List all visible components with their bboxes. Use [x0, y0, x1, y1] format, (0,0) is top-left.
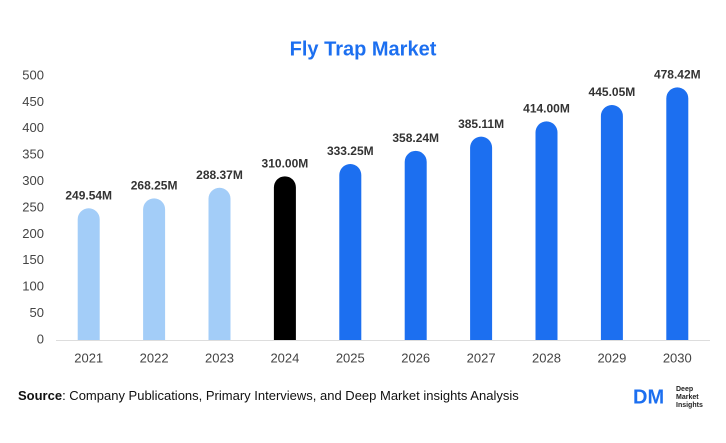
chart-title: Fly Trap Market — [290, 38, 437, 60]
x-tick-label: 2027 — [467, 350, 496, 365]
logo-mark: DM — [633, 386, 664, 408]
y-tick-label: 300 — [22, 173, 44, 188]
bar — [666, 87, 689, 340]
bar — [77, 208, 100, 340]
bar — [143, 198, 166, 340]
value-label: 445.05M — [589, 85, 636, 99]
x-tick-label: 2025 — [336, 350, 365, 365]
logo-line: Insights — [676, 402, 703, 409]
x-tick-label: 2023 — [205, 350, 234, 365]
value-label: 288.37M — [196, 168, 243, 182]
y-tick-label: 450 — [22, 94, 44, 109]
y-tick-label: 350 — [22, 147, 44, 162]
source-label: Source — [18, 388, 62, 403]
bar — [273, 176, 296, 340]
bar — [470, 136, 493, 340]
value-label: 268.25M — [131, 179, 178, 193]
y-tick-label: 250 — [22, 199, 44, 214]
value-label: 358.24M — [392, 131, 439, 145]
value-label: 385.11M — [458, 117, 504, 131]
x-tick-label: 2021 — [74, 350, 103, 365]
logo-line: Deep — [676, 386, 693, 393]
x-tick-label: 2028 — [532, 350, 561, 365]
bar — [404, 150, 427, 340]
x-tick-label: 2030 — [663, 350, 692, 365]
x-tick-label: 2029 — [597, 350, 626, 365]
x-tick-label: 2024 — [270, 350, 299, 365]
y-tick-label: 500 — [22, 67, 44, 82]
bar — [339, 164, 362, 340]
logo-line: Market — [676, 394, 699, 401]
value-label: 333.25M — [327, 144, 374, 158]
bar — [208, 187, 231, 340]
y-tick-label: 0 — [37, 331, 44, 346]
value-label: 310.00M — [262, 156, 309, 170]
y-tick-label: 50 — [30, 305, 44, 320]
source: Source: Company Publications, Primary In… — [18, 388, 519, 403]
y-tick-label: 400 — [22, 120, 44, 135]
value-label: 414.00M — [523, 102, 570, 116]
x-tick-label: 2026 — [401, 350, 430, 365]
x-tick-label: 2022 — [140, 350, 169, 365]
y-tick-label: 100 — [22, 279, 44, 294]
y-tick-label: 200 — [22, 226, 44, 241]
source-text: : Company Publications, Primary Intervie… — [62, 388, 519, 403]
value-label: 249.54M — [65, 188, 112, 202]
y-tick-label: 150 — [22, 252, 44, 267]
value-label: 478.42M — [654, 68, 701, 82]
bar — [535, 121, 558, 340]
bar — [600, 105, 623, 340]
